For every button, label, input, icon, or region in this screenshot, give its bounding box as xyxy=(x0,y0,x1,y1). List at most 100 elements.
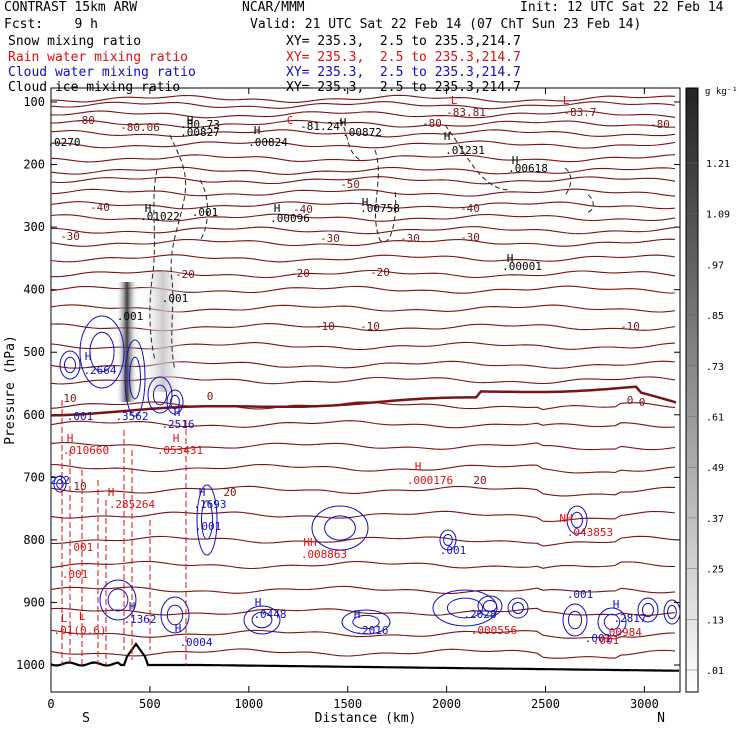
x-tick-label: 0 xyxy=(47,697,54,711)
isotherm-label: -10 xyxy=(360,320,380,333)
colorbar-label: .01 xyxy=(706,666,724,677)
contour-annotation: H xyxy=(145,202,152,215)
cloud-ice-contour xyxy=(169,134,187,371)
isotherm-label: -10 xyxy=(315,320,335,333)
contour-annotation: L xyxy=(61,612,68,625)
contour-annotation: .010660 xyxy=(63,444,109,457)
center-label: NCAR/MMM xyxy=(242,0,305,15)
cloud-water-contour xyxy=(507,597,529,619)
cloud-ice-contour xyxy=(149,169,158,361)
isotherm-label: -30 xyxy=(460,231,480,244)
isotherm-label: -80 xyxy=(75,114,95,127)
contour-annotation: H xyxy=(199,486,206,499)
colorbar-label: .97 xyxy=(706,260,724,271)
valid-time: Valid: 21 UTC Sat 22 Feb 14 (07 ChT Sun … xyxy=(250,17,642,32)
contour-annotation: .1693 xyxy=(193,498,226,511)
contour-annotation: .00824 xyxy=(248,136,288,149)
contour-annotation: HH xyxy=(303,536,316,549)
contour-annotation: .001 xyxy=(67,410,94,423)
isotherm-line xyxy=(51,463,676,474)
cloud-water-contour xyxy=(642,602,654,618)
terrain-profile xyxy=(51,642,679,672)
model-title: CONTRAST 15km ARW xyxy=(4,0,138,15)
contour-annotation: L xyxy=(451,94,458,107)
isotherm-label: 10 xyxy=(63,392,76,405)
colorbar-label: .73 xyxy=(706,362,724,373)
isotherm-label: -83.81 xyxy=(446,106,486,119)
x-tick-label: 2500 xyxy=(531,697,560,711)
isotherm-label: -40 xyxy=(293,203,313,216)
isotherm-label: 10 xyxy=(73,480,86,493)
cloud-ice-contour xyxy=(339,119,361,161)
contour-annotation: .00618 xyxy=(508,162,548,175)
isotherm-label: -83.7 xyxy=(563,106,596,119)
hydrometeor-contours xyxy=(53,119,680,665)
forecast-hour: Fcst: 9 h xyxy=(4,17,98,32)
cloud-water-contour xyxy=(603,613,621,631)
cloud-water-contour xyxy=(663,599,680,625)
contour-annotation: .001 xyxy=(192,206,219,219)
contour-annotation: -81.24 xyxy=(300,120,340,133)
isotherm-label: 20 xyxy=(223,486,236,499)
cloud-water-contour xyxy=(341,609,391,635)
legend-rain-label: Rain water mixing ratio xyxy=(8,50,189,65)
cloud-water-contour xyxy=(53,475,67,493)
colorbar-label: .61 xyxy=(706,413,724,424)
cloud-ice-contour xyxy=(444,124,511,191)
cloud-water-contour xyxy=(124,339,146,417)
contour-annotation: .000176 xyxy=(407,474,453,487)
contour-annotation: H xyxy=(362,196,369,209)
cloud-ice-contour xyxy=(564,167,572,196)
contour-annotation: H xyxy=(173,432,180,445)
isotherm-line xyxy=(51,140,676,149)
x-tick-label: 3000 xyxy=(630,697,659,711)
cloud-water-contour xyxy=(477,595,503,617)
isotherm-line xyxy=(51,254,676,263)
isotherm-label: -80 xyxy=(422,117,442,130)
y-tick-label: 1000 xyxy=(16,658,45,672)
contour-annotation: .1362 xyxy=(123,613,156,626)
contour-annotation: .2028 xyxy=(463,608,496,621)
cloud-water-contour xyxy=(160,596,190,634)
colorbar-label: .37 xyxy=(706,514,724,525)
contour-annotation: H xyxy=(415,460,422,473)
snow-shading-plume xyxy=(140,272,186,392)
y-tick-label: 600 xyxy=(23,408,45,422)
isotherm-line xyxy=(51,648,676,659)
cloud-water-contour xyxy=(152,384,168,406)
zero-isotherm xyxy=(51,385,677,417)
isotherm-line xyxy=(51,188,676,197)
isotherm-label: 20 xyxy=(473,474,486,487)
isotherm-line xyxy=(51,119,676,129)
isotherm-label: -20 xyxy=(370,266,390,279)
y-tick-label: 700 xyxy=(23,470,45,484)
cloud-water-contour xyxy=(89,331,115,373)
contour-annotation: .3562 xyxy=(115,410,148,423)
legend-snow-xy: XY= 235.3, 2.5 to 235.3,214.7 xyxy=(286,34,521,49)
contour-annotation: .2817 xyxy=(613,612,646,625)
isotherm-line xyxy=(51,101,676,110)
isotherm-line xyxy=(51,176,676,185)
contour-annotation: .80.73 xyxy=(180,118,220,131)
isotherm-line xyxy=(51,110,676,119)
isotherm-label: -80 xyxy=(650,118,670,131)
cloud-water-contour xyxy=(446,597,484,619)
y-tick-label: 800 xyxy=(23,533,45,547)
contour-annotation: H xyxy=(613,598,620,611)
contour-annotation: NH xyxy=(559,512,572,525)
colorbar-label: .49 xyxy=(706,463,724,474)
y-tick-label: 900 xyxy=(23,595,45,609)
cloud-water-contour xyxy=(79,315,125,389)
legend-rain-xy: XY= 235.3, 2.5 to 235.3,214.7 xyxy=(286,50,521,65)
contour-annotation: H xyxy=(129,600,136,613)
isotherm-label: 0 xyxy=(627,394,634,407)
isotherm-label: 0 xyxy=(639,396,646,409)
isotherm-label: -80.06 xyxy=(120,121,160,134)
legend-snow-label: Snow mixing ratio xyxy=(8,34,142,49)
contour-annotation: H xyxy=(175,622,182,635)
cloud-water-contour xyxy=(597,607,627,637)
colorbar: g kg⁻¹ 1.21 1.09 .97 .85 .73 .61 .49 .37 .25 .13 .0… xyxy=(685,87,738,693)
x-tick-label: 1000 xyxy=(234,697,263,711)
contour-annotation: 232 xyxy=(50,474,70,487)
y-tick-label: 400 xyxy=(23,283,45,297)
